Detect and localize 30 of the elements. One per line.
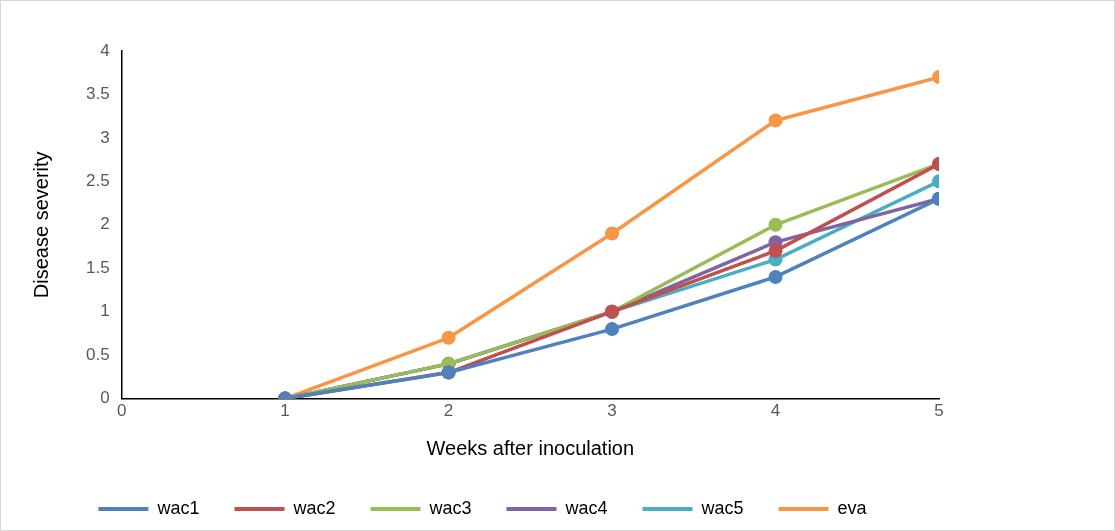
x-tick-label: 3 [607, 401, 617, 421]
legend-label: eva [837, 497, 868, 518]
point [768, 217, 783, 232]
legend-label: wac4 [564, 497, 608, 518]
x-tick-label: 4 [770, 401, 781, 421]
y-tick-label: 3 [100, 127, 110, 147]
x-tick-label: 1 [280, 401, 290, 421]
x-tick-label: 0 [116, 401, 127, 421]
point [605, 322, 620, 337]
point [768, 113, 783, 128]
point [605, 226, 620, 241]
y-tick-label: 0 [100, 388, 110, 408]
y-tick-label: 1 [100, 301, 110, 321]
point [768, 269, 783, 284]
legend-label: wac1 [156, 497, 200, 518]
y-tick-label: 2 [100, 214, 110, 234]
legend-label: wac2 [292, 497, 336, 518]
x-tick-label: 5 [934, 401, 944, 421]
y-tick-label: 3.5 [85, 84, 110, 104]
legend-label: wac3 [428, 497, 472, 518]
y-tick-label: 4 [100, 40, 110, 60]
y-tick-label: 2.5 [85, 171, 110, 191]
x-axis-title: Weeks after inoculation [426, 436, 635, 459]
x-tick-label: 2 [443, 401, 454, 421]
point [441, 330, 456, 345]
y-tick-label: 1.5 [85, 257, 110, 277]
point [768, 243, 783, 258]
legend-label: wac5 [700, 497, 744, 518]
y-axis-title: Disease severity [29, 151, 52, 299]
y-tick-label: 0.5 [85, 344, 110, 364]
